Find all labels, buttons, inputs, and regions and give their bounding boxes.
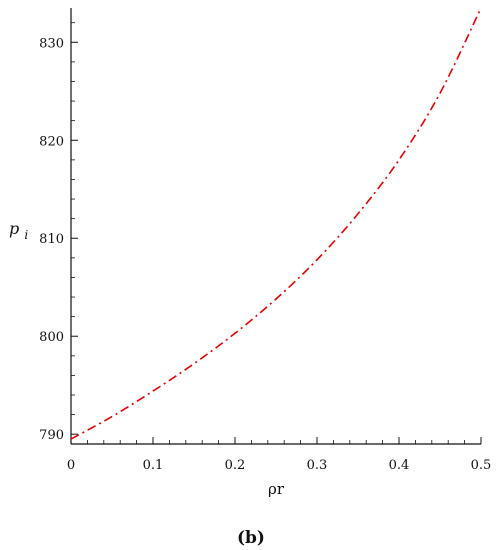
x-ticks: 0 0.1 0.2 0.3 0.4 0.5: [67, 437, 491, 473]
y-tick-label: 810: [39, 232, 64, 247]
y-axis-title: p i: [9, 219, 28, 242]
y-tick-label: 830: [39, 36, 64, 51]
x-tick-label: 0.3: [307, 458, 328, 473]
x-tick-label: 0: [67, 458, 75, 473]
panel-label: (b): [237, 528, 265, 548]
series-layer: [70, 7, 482, 440]
x-tick-label: 0.4: [389, 458, 410, 473]
y-tick-label: 800: [39, 330, 64, 345]
y-tick-label: 820: [39, 134, 64, 149]
y-axis-title-subscript: i: [24, 228, 28, 242]
y-tick-label: 790: [39, 428, 64, 443]
axes: [70, 8, 481, 445]
x-tick-label: 0.5: [471, 458, 492, 473]
series-line: [70, 7, 482, 440]
y-axis-title-base: p: [9, 219, 19, 238]
x-tick-label: 0.1: [143, 458, 164, 473]
y-ticks: 790 800 810 820 830: [39, 22, 78, 443]
x-axis-title: ρr: [268, 480, 285, 498]
x-tick-label: 0.2: [225, 458, 246, 473]
